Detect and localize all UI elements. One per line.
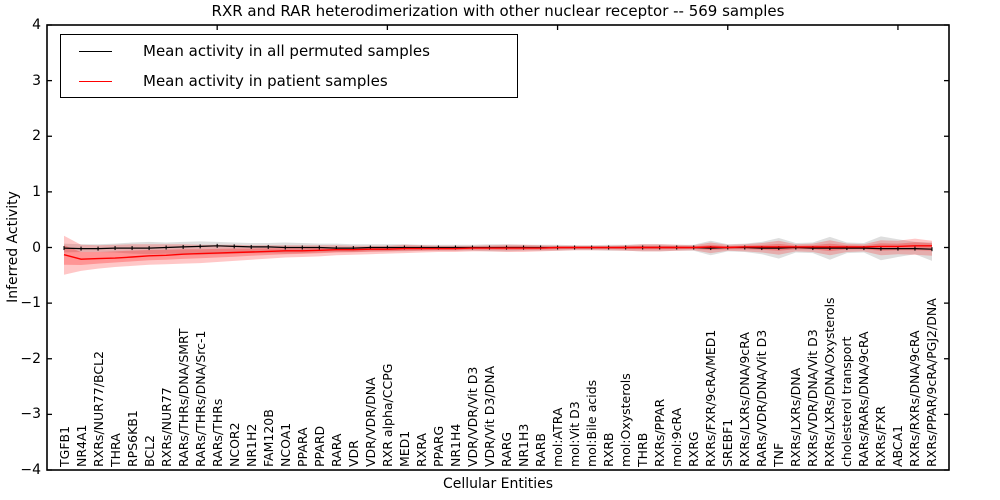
x-category-label: RXRG: [686, 431, 702, 467]
x-category-label: NCOA1: [277, 422, 293, 467]
x-category-label: RXRs/LXRs/DNA: [788, 367, 804, 467]
x-category-label: NR1H2: [243, 423, 259, 467]
x-category-label: RARs/THRs: [209, 398, 225, 467]
x-category-label: RARs/RARs/DNA/9cRA: [856, 331, 872, 467]
y-tick-label: −3: [20, 406, 41, 423]
x-category-label: THRA: [107, 433, 123, 467]
x-category-label: RXRs/LXRs/DNA/9cRA: [737, 332, 753, 467]
x-category-label: NR1H3: [516, 423, 532, 467]
y-tick-label: 0: [32, 239, 41, 256]
x-category-label: MED1: [396, 430, 412, 467]
y-tick-label: −4: [20, 462, 41, 478]
x-category-label: RARs/VDR/DNA/Vit D3: [754, 329, 770, 467]
x-category-label: VDR/VDR/DNA: [362, 377, 378, 467]
y-tick-label: −1: [20, 295, 41, 312]
x-category-label: RXR alpha/CCPG: [379, 363, 395, 467]
patient-mean-line: [63, 245, 932, 260]
x-category-label: PPARG: [430, 425, 446, 467]
x-axis-title: Cellular Entities: [442, 476, 554, 492]
x-category-label: RXRB: [601, 432, 617, 467]
x-category-label: RARs/THRs/DNA/SMRT: [175, 328, 191, 467]
permuted-line-swatch: [79, 50, 112, 52]
x-category-label: RXRs/RXRs/DNA/9cRA: [907, 330, 923, 467]
x-category-label: THRB: [635, 432, 651, 467]
x-category-label: RXRs/PPAR: [652, 398, 668, 467]
x-category-label: RXRs/PPAR/9cRA/PGJ2/DNA: [924, 298, 940, 467]
chart-title: RXR and RAR heterodimerization with othe…: [211, 2, 785, 20]
x-category-label: cholesterol transport: [839, 336, 855, 467]
x-category-label: BCL2: [141, 434, 157, 467]
x-category-label: RARs/THRs/DNA/Src-1: [192, 330, 208, 467]
legend-label-patient: Mean activity in patient samples: [143, 72, 388, 90]
patient-confidence-band: [64, 235, 932, 275]
y-tick-label: 4: [32, 17, 41, 33]
x-category-label: ABCA1: [890, 424, 906, 467]
x-category-label: RXRs/NUR77/BCL2: [90, 351, 106, 467]
y-tick-label: 3: [32, 72, 41, 89]
patient-line-swatch: [79, 80, 112, 82]
x-category-label: TGFB1: [56, 425, 72, 467]
x-category-label: RPS6KB1: [124, 410, 140, 467]
y-tick-label: 2: [32, 128, 41, 145]
x-category-label: mol:Bile acids: [584, 379, 600, 467]
x-category-label: NCOR2: [226, 422, 242, 467]
x-category-label: RARG: [499, 431, 514, 467]
x-category-label: RARB: [533, 433, 549, 467]
x-category-label: RXRs/VDR/DNA/Vit D3: [805, 329, 821, 467]
x-category-label: mol:9cRA: [669, 407, 685, 467]
x-category-label: RXRs/FXR/9cRA/MED1: [703, 329, 719, 467]
x-category-label: VDR/Vit D3/DNA: [481, 365, 497, 467]
x-category-label: VDR/VDR/Vit D3: [464, 366, 480, 467]
legend-item-patient: Mean activity in patient samples: [61, 67, 517, 95]
x-category-label: NR1H4: [447, 423, 463, 467]
x-category-label: RARA: [328, 433, 344, 467]
legend-item-permuted: Mean activity in all permuted samples: [61, 37, 517, 65]
x-category-label: RXRA: [413, 433, 429, 467]
x-category-label: mol:ATRA: [550, 407, 566, 467]
x-category-label: FAM120B: [260, 409, 276, 467]
x-category-label: PPARA: [294, 427, 310, 467]
y-tick-label: −2: [20, 350, 41, 367]
legend-label-permuted: Mean activity in all permuted samples: [143, 42, 430, 60]
x-category-label: PPARD: [311, 425, 327, 467]
x-category-label: NR4A1: [73, 424, 89, 468]
x-category-label: RXRs/FXR: [873, 405, 889, 467]
x-category-label: mol:Oxysterols: [618, 373, 634, 467]
y-tick-label: 1: [32, 183, 41, 200]
x-category-label: mol:Vit D3: [567, 401, 583, 467]
legend: Mean activity in all permuted samples Me…: [60, 34, 518, 98]
x-category-label: RXRs/NUR77: [158, 387, 174, 467]
x-category-label: SREBF1: [720, 418, 736, 467]
x-category-label: VDR: [345, 440, 361, 467]
x-category-label: RXRs/LXRs/DNA/Oxysterols: [822, 297, 838, 467]
x-category-label: TNF: [771, 442, 787, 467]
